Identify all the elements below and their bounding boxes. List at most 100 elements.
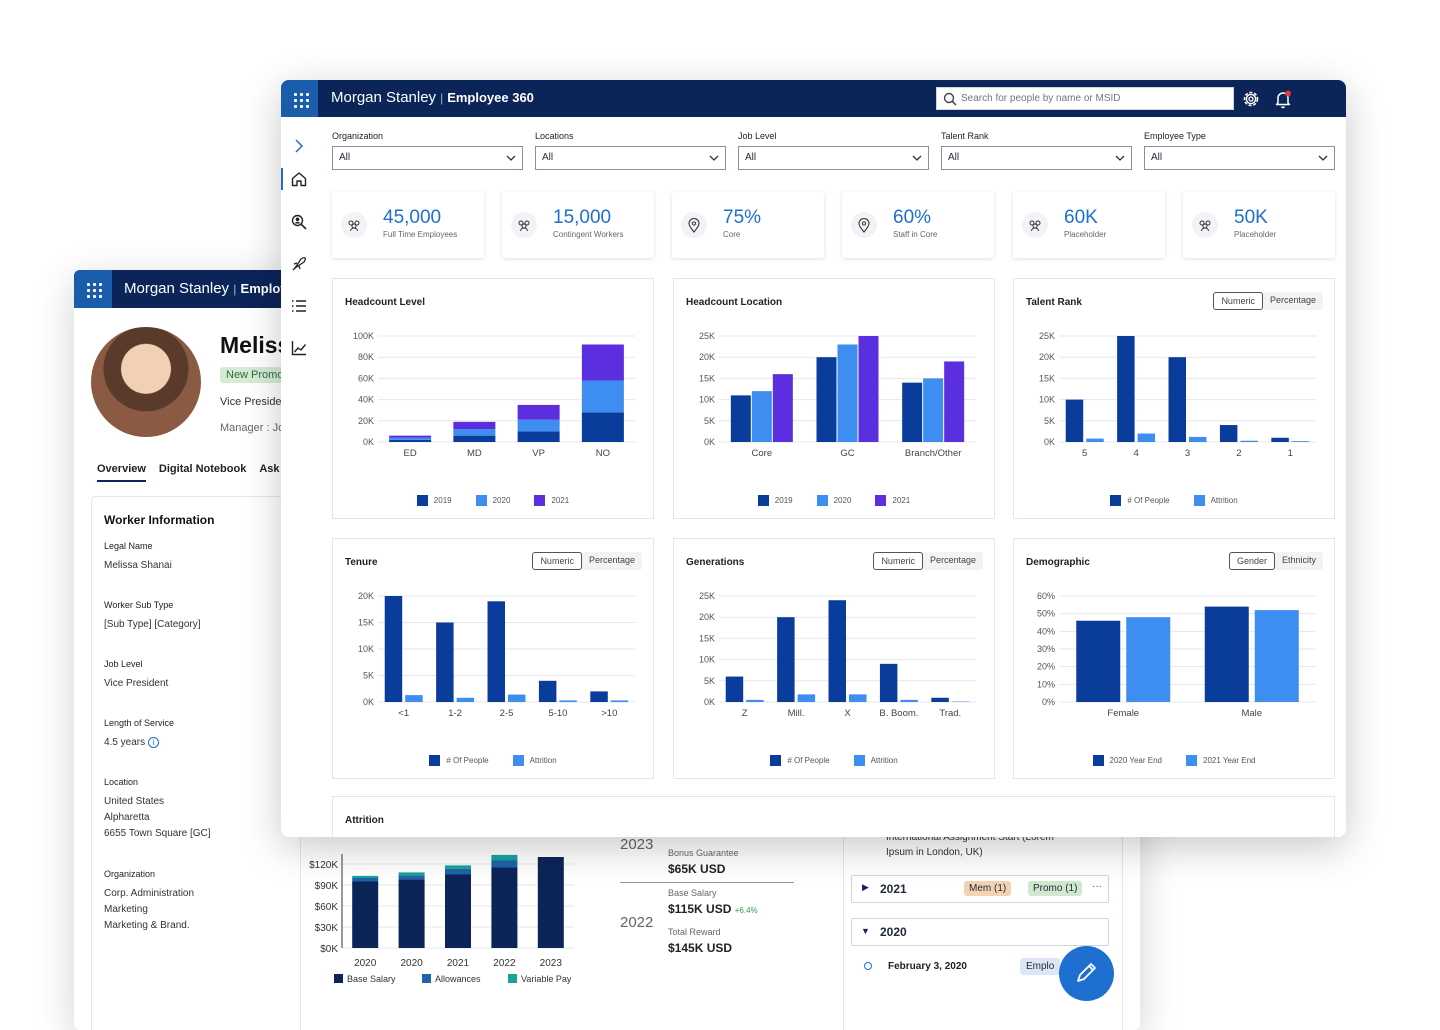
bar <box>518 405 560 420</box>
legend-item[interactable]: 2020 <box>817 495 852 506</box>
bar <box>352 876 378 878</box>
employee-type-select[interactable]: All <box>1144 146 1335 170</box>
worker-sub-type-label: Worker Sub Type <box>104 600 173 610</box>
y-tick-label: 0K <box>363 437 374 447</box>
tab-digital-notebook[interactable]: Digital Notebook <box>159 463 246 482</box>
bonus-label: Bonus Guarantee <box>668 848 739 858</box>
legend-item[interactable]: 2020 Year End <box>1093 755 1163 766</box>
legend-item[interactable]: 2021 <box>875 495 910 506</box>
y-tick-label: 15K <box>699 633 715 643</box>
promo-chip[interactable]: Promo (1) <box>1028 881 1082 896</box>
person-manager: Manager : Jo <box>220 422 284 434</box>
tab-ask[interactable]: Ask <box>259 463 279 482</box>
legend-item[interactable]: # Of People <box>429 755 488 766</box>
kpi-placeholder-1[interactable]: 60K Placeholder <box>1013 192 1165 258</box>
bar <box>859 336 879 442</box>
bar <box>389 440 431 442</box>
legend-label: # Of People <box>1127 496 1169 505</box>
timeline-year-2021[interactable]: ▶ 2021 Mem (1) Promo (1) ··· <box>851 875 1109 903</box>
y-tick-label: 0K <box>704 437 715 447</box>
legend-item[interactable]: Attrition <box>1194 495 1238 506</box>
edit-button[interactable] <box>1059 946 1114 1001</box>
bar <box>385 596 402 702</box>
ethnicity-toggle[interactable]: Ethnicity <box>1275 552 1323 570</box>
app-launcher-icon[interactable] <box>281 80 318 117</box>
chart-legend: 2019 2020 2021 <box>674 495 994 506</box>
x-tick-label: <1 <box>398 708 409 719</box>
legend-label: 2021 Year End <box>1203 756 1256 765</box>
divider <box>620 882 794 883</box>
legend-item[interactable]: 2019 <box>758 495 793 506</box>
y-tick-label: 100K <box>353 331 374 341</box>
kpi-contingent[interactable]: 15,000 Contingent Workers <box>502 192 654 258</box>
bell-icon[interactable] <box>1273 89 1293 109</box>
legend-swatch <box>770 755 781 766</box>
brand-logo: Morgan Stanley|Employee 360 <box>331 89 534 106</box>
rocket-icon[interactable] <box>290 255 308 273</box>
tab-overview[interactable]: Overview <box>97 463 146 482</box>
legend-item[interactable]: # Of People <box>770 755 829 766</box>
year-label: 2021 <box>880 882 907 896</box>
legend-swatch <box>429 755 440 766</box>
gender-toggle[interactable]: Gender <box>1229 552 1275 570</box>
legend-item[interactable]: Attrition <box>513 755 557 766</box>
y-tick-label: $120K <box>309 860 338 871</box>
more-icon[interactable]: ··· <box>1092 881 1102 892</box>
percentage-toggle[interactable]: Percentage <box>1263 292 1323 310</box>
percentage-toggle[interactable]: Percentage <box>923 552 983 570</box>
attrition-panel: Attrition <box>332 796 1335 837</box>
job-level-select[interactable]: All <box>738 146 929 170</box>
search-box[interactable] <box>936 87 1234 110</box>
numeric-toggle[interactable]: Numeric <box>1213 292 1263 310</box>
locations-select[interactable]: All <box>535 146 726 170</box>
numeric-toggle[interactable]: Numeric <box>873 552 923 570</box>
worker-information-card: Worker Information Legal Name Melissa Sh… <box>91 496 301 1030</box>
kpi-core[interactable]: 75% Core <box>672 192 824 258</box>
kpi-value: 50K <box>1234 207 1268 229</box>
location-line-3: 6655 Town Square [GC] <box>104 826 211 842</box>
home-icon[interactable] <box>290 170 308 188</box>
people-search-icon[interactable] <box>290 213 308 231</box>
chevron-right-icon[interactable] <box>290 137 308 155</box>
legend-item[interactable]: Attrition <box>854 755 898 766</box>
legend-item[interactable]: 2020 <box>476 495 511 506</box>
gear-icon[interactable] <box>1241 89 1261 109</box>
organization-select[interactable]: All <box>332 146 523 170</box>
app-launcher-icon[interactable] <box>74 270 112 308</box>
list-icon[interactable] <box>290 297 308 315</box>
chevron-down-icon <box>912 155 922 162</box>
numeric-toggle[interactable]: Numeric <box>532 552 582 570</box>
kpi-full-time[interactable]: 45,000 Full Time Employees <box>332 192 484 258</box>
y-tick-label: 15K <box>699 373 715 383</box>
y-tick-label: 10K <box>699 655 715 665</box>
filter-label: Locations <box>535 131 726 146</box>
y-tick-label: 20K <box>358 591 374 601</box>
x-tick-label: 2021 <box>447 958 470 969</box>
y-tick-label: 5K <box>704 676 715 686</box>
bar <box>389 438 431 440</box>
legend-item[interactable]: 2019 <box>417 495 452 506</box>
kpi-placeholder-2[interactable]: 50K Placeholder <box>1183 192 1335 258</box>
legend-item[interactable]: # Of People <box>1110 495 1169 506</box>
y-tick-label: 20K <box>358 416 374 426</box>
mem-chip[interactable]: Mem (1) <box>964 881 1011 896</box>
bar <box>611 700 628 702</box>
timeline-year-2020[interactable]: ▼ 2020 <box>851 918 1109 946</box>
filter-talent-rank: Talent Rank All <box>941 131 1132 170</box>
talent-rank-select[interactable]: All <box>941 146 1132 170</box>
kpi-value: 60% <box>893 207 931 229</box>
kpi-staff-in-core[interactable]: 60% Staff in Core <box>842 192 994 258</box>
base-salary-value: $115K USD +6.4% <box>668 902 758 916</box>
legend-item[interactable]: 2021 <box>534 495 569 506</box>
y-tick-label: 0% <box>1042 697 1055 707</box>
search-input[interactable] <box>961 93 1221 104</box>
employment-chip[interactable]: Emplo <box>1020 958 1060 975</box>
trend-chart-icon[interactable] <box>290 339 308 357</box>
legend-item[interactable]: 2021 Year End <box>1186 755 1256 766</box>
percentage-toggle[interactable]: Percentage <box>582 552 642 570</box>
people-icon <box>511 212 537 238</box>
service-years: 4.5 years <box>104 737 145 748</box>
bar <box>1126 617 1170 702</box>
info-icon[interactable]: i <box>148 737 159 748</box>
job-level-label: Job Level <box>104 659 143 669</box>
